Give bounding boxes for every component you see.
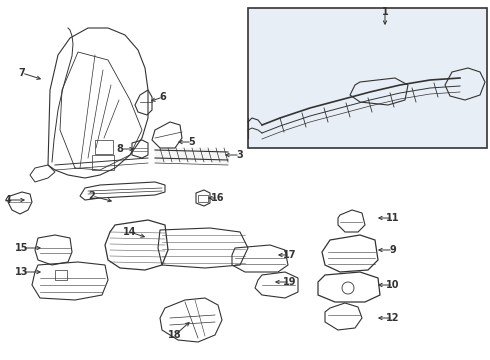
Text: 11: 11 [386,213,400,223]
Bar [248,8,487,148]
Text: 12: 12 [386,313,400,323]
Bar [92,155,114,170]
Text: 8: 8 [117,144,123,154]
Text: 4: 4 [4,195,11,205]
Text: 7: 7 [19,68,25,78]
Text: 3: 3 [237,150,244,160]
Bar [95,140,113,154]
Text: 13: 13 [15,267,29,277]
Text: 2: 2 [89,191,96,201]
Text: 17: 17 [283,250,297,260]
Text: 6: 6 [160,92,167,102]
Text: 5: 5 [189,137,196,147]
Text: 16: 16 [211,193,225,203]
Bar [198,195,208,202]
Text: 18: 18 [168,330,182,340]
Text: 10: 10 [386,280,400,290]
Text: 1: 1 [382,7,389,17]
Text: 19: 19 [283,277,297,287]
Text: 15: 15 [15,243,29,253]
Text: 9: 9 [390,245,396,255]
Bar [55,270,67,280]
Text: 14: 14 [123,227,137,237]
